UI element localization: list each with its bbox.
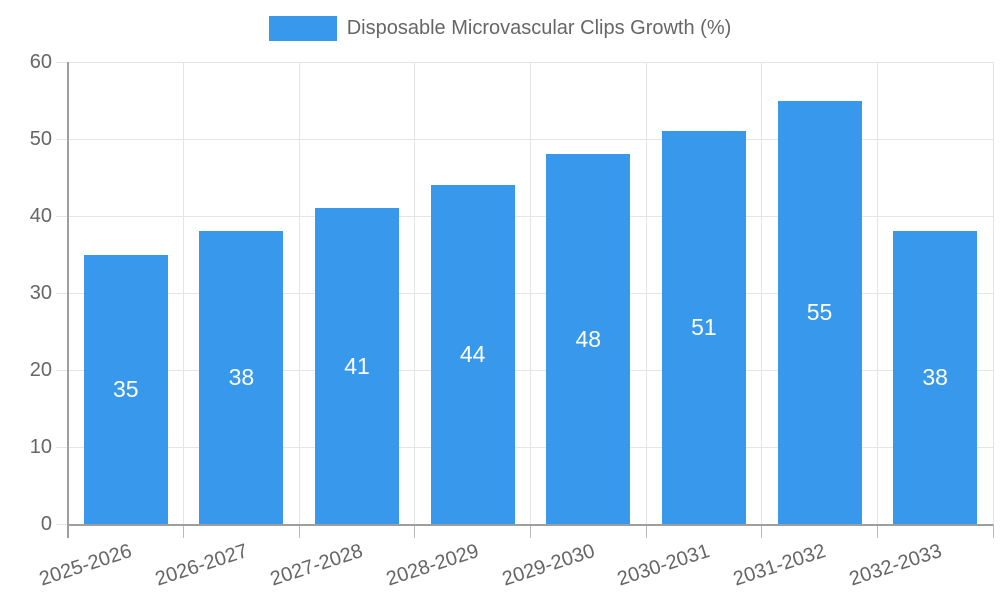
bar-value-label: 51	[691, 314, 717, 341]
x-axis-tick-mark	[530, 524, 531, 538]
bar-value-label: 38	[922, 364, 948, 391]
x-axis-tick-mark	[183, 524, 185, 538]
bar[interactable]: 55	[777, 100, 862, 524]
x-axis-tick-mark	[298, 524, 300, 538]
x-axis-tick-mark	[761, 524, 763, 538]
y-tick-label: 20	[29, 359, 52, 381]
y-tick-label: 60	[29, 51, 52, 73]
bar[interactable]: 38	[893, 231, 978, 524]
bar[interactable]: 41	[315, 208, 400, 524]
bar-value-label: 44	[459, 341, 486, 368]
y-axis-tick-mark	[56, 61, 68, 63]
legend-swatch	[268, 16, 337, 41]
bar[interactable]: 51	[661, 131, 746, 524]
bar-value-label: 48	[575, 325, 602, 352]
y-axis-tick-mark	[56, 215, 68, 217]
y-axis-tick-mark	[56, 523, 68, 525]
y-axis-tick-mark	[56, 138, 68, 140]
bar-value-label: 55	[806, 298, 833, 325]
x-axis-tick-mark	[645, 524, 647, 538]
bar-value-label: 35	[113, 375, 139, 402]
gridline-vertical	[298, 62, 300, 524]
x-axis-line	[68, 524, 993, 526]
y-tick-label: 50	[29, 128, 52, 150]
gridline-vertical	[645, 62, 647, 524]
gridline-vertical	[761, 62, 763, 524]
y-tick-label: 40	[29, 205, 52, 227]
gridline-vertical	[530, 62, 531, 524]
y-axis-tick-mark	[56, 292, 68, 294]
y-tick-label: 0	[40, 513, 52, 535]
gridline-vertical	[183, 62, 185, 524]
y-tick-label: 10	[29, 436, 52, 458]
gridline-vertical	[876, 62, 878, 524]
y-axis-tick-mark	[56, 369, 68, 371]
x-tick-label-text: 2032-2033	[846, 540, 944, 591]
bar[interactable]: 44	[430, 185, 515, 524]
gridline-vertical	[414, 62, 416, 524]
chart-legend[interactable]: Disposable Microvascular Clips Growth (%…	[0, 16, 1000, 41]
y-axis-tick-mark	[56, 446, 68, 448]
bar-value-label: 38	[228, 364, 255, 391]
bar-value-label: 41	[344, 352, 370, 379]
gridline-vertical	[992, 62, 994, 524]
bar[interactable]: 38	[199, 231, 284, 524]
y-axis-line	[67, 62, 69, 538]
x-axis-tick-mark	[876, 524, 878, 538]
x-axis-tick-mark	[992, 524, 994, 538]
bar[interactable]: 48	[546, 154, 631, 524]
legend-label: Disposable Microvascular Clips Growth (%…	[346, 17, 732, 39]
y-tick-label: 30	[29, 282, 52, 304]
x-axis-tick-mark	[414, 524, 416, 538]
x-tick-label: 2032-2033	[737, 540, 944, 590]
bar[interactable]: 35	[83, 254, 168, 524]
